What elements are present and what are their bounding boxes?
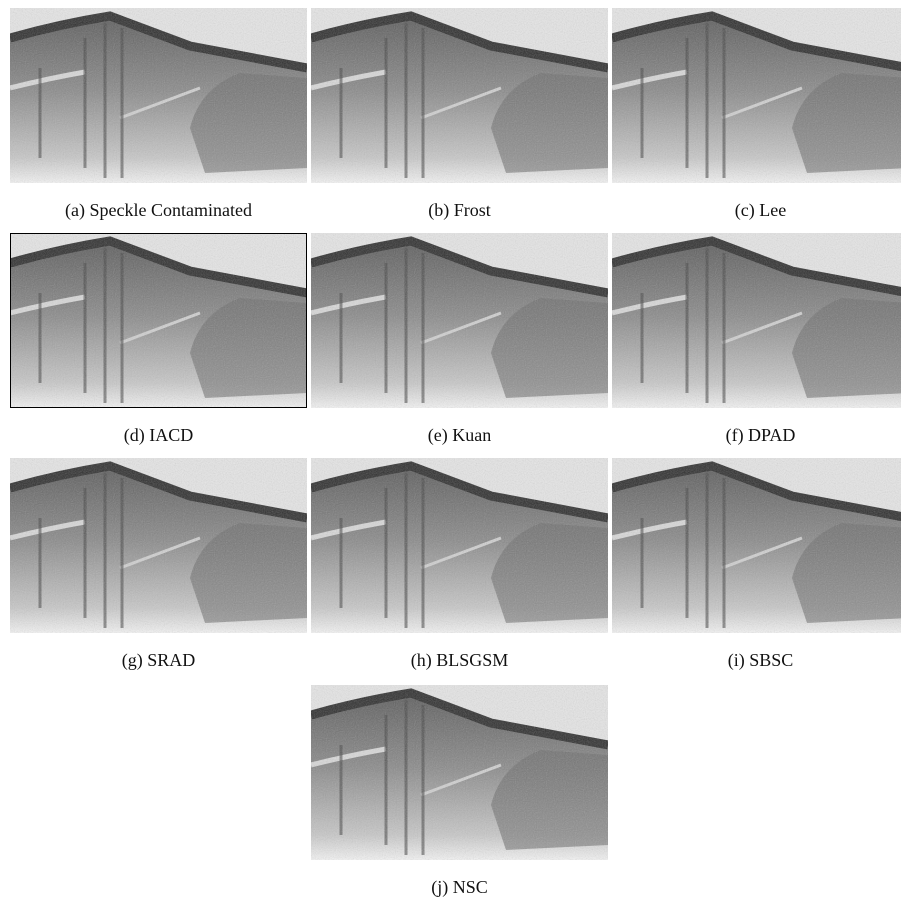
panel-image	[612, 8, 901, 183]
caption: (c) Lee	[735, 200, 786, 221]
caption: (a) Speckle Contaminated	[65, 200, 252, 221]
caption: (g) SRAD	[122, 650, 196, 671]
panel-image	[612, 233, 901, 408]
caption: (b) Frost	[428, 200, 491, 221]
figure: (a) Speckle Contaminated (b) Frost (c) Lee…	[0, 0, 901, 903]
caption: (j) NSC	[431, 877, 488, 898]
panel-image	[10, 458, 307, 633]
panel-image	[612, 458, 901, 633]
caption: (h) BLSGSM	[411, 650, 509, 671]
caption: (d) IACD	[124, 425, 194, 446]
caption: (e) Kuan	[428, 425, 491, 446]
panel-image	[311, 233, 608, 408]
panel-image	[311, 458, 608, 633]
panel-image	[311, 685, 608, 860]
caption: (i) SBSC	[728, 650, 794, 671]
caption: (f) DPAD	[726, 425, 796, 446]
panel-image	[311, 8, 608, 183]
panel-image	[10, 8, 307, 183]
panel-image	[10, 233, 307, 408]
